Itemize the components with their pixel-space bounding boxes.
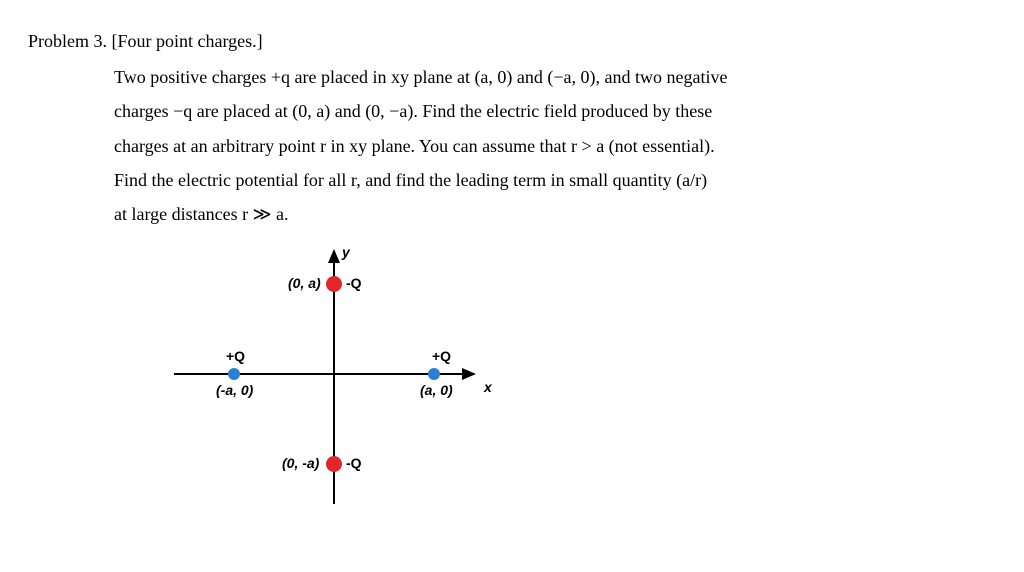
svg-text:(-a, 0): (-a, 0): [216, 382, 254, 398]
svg-text:-Q: -Q: [346, 455, 362, 471]
svg-text:(0, a): (0, a): [288, 275, 321, 291]
svg-text:-Q: -Q: [346, 275, 362, 291]
problem-line: Find the electric potential for all r, a…: [114, 163, 994, 197]
svg-text:(0, -a): (0, -a): [282, 455, 320, 471]
coordinate-diagram: x y (a, 0) +Q (-a, 0) +Q (0, a) -Q (0, -a) -Q: [154, 239, 514, 509]
diagram: x y (a, 0) +Q (-a, 0) +Q (0, a) -Q (0, -a) -Q: [114, 239, 994, 520]
svg-text:(a, 0): (a, 0): [420, 382, 453, 398]
problem-line: charges at an arbitrary point r in xy pl…: [114, 129, 994, 163]
problem-title: [Four point charges.]: [112, 31, 263, 51]
problem-body: Two positive charges +q are placed in xy…: [28, 60, 994, 520]
svg-text:+Q: +Q: [226, 348, 245, 364]
svg-text:x: x: [483, 379, 493, 395]
problem-line: Two positive charges +q are placed in xy…: [114, 60, 994, 94]
problem-header: Problem 3. [Four point charges.]: [28, 24, 996, 58]
problem-number: Problem 3.: [28, 31, 107, 51]
svg-text:y: y: [341, 244, 351, 260]
problem-line: charges −q are placed at (0, a) and (0, …: [114, 94, 994, 128]
problem-line: at large distances r ≫ a.: [114, 197, 994, 231]
svg-text:+Q: +Q: [432, 348, 451, 364]
